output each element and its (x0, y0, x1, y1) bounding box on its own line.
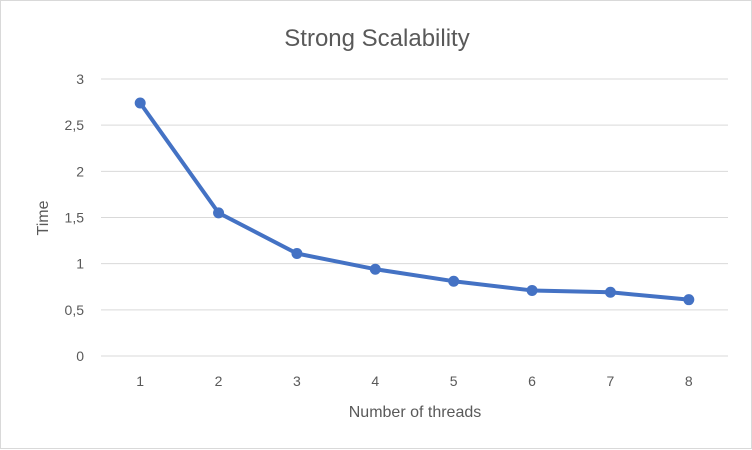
data-point (369, 263, 381, 275)
x-tick-label: 8 (685, 373, 693, 389)
x-axis-ticks: 1 2 3 4 5 6 7 8 (136, 373, 693, 389)
y-tick-label: 0,5 (65, 302, 85, 318)
x-tick-label: 4 (371, 373, 379, 389)
y-tick-label: 2,5 (65, 117, 85, 133)
y-tick-label: 3 (76, 71, 84, 87)
y-tick-label: 2 (76, 163, 84, 179)
data-point (448, 275, 460, 287)
y-tick-label: 1,5 (65, 210, 85, 226)
data-point (683, 294, 695, 306)
y-axis-label: Time (35, 200, 52, 235)
y-axis-ticks: 0 0,5 1 1,5 2 2,5 3 (65, 71, 85, 364)
x-tick-label: 3 (293, 373, 301, 389)
y-tick-label: 0 (76, 348, 84, 364)
x-tick-label: 2 (215, 373, 223, 389)
x-axis-label: Number of threads (349, 404, 482, 421)
data-point (291, 248, 303, 260)
y-tick-label: 1 (76, 256, 84, 272)
x-tick-label: 1 (136, 373, 144, 389)
x-tick-label: 7 (607, 373, 615, 389)
data-point (213, 207, 225, 219)
series-line-group (134, 97, 695, 306)
series-line (138, 101, 691, 302)
x-tick-label: 6 (528, 373, 536, 389)
x-tick-label: 5 (450, 373, 458, 389)
data-point (134, 97, 146, 109)
gridlines (101, 78, 728, 357)
chart-title: Strong Scalability (284, 25, 469, 52)
data-point (604, 286, 616, 298)
data-point (526, 284, 538, 296)
